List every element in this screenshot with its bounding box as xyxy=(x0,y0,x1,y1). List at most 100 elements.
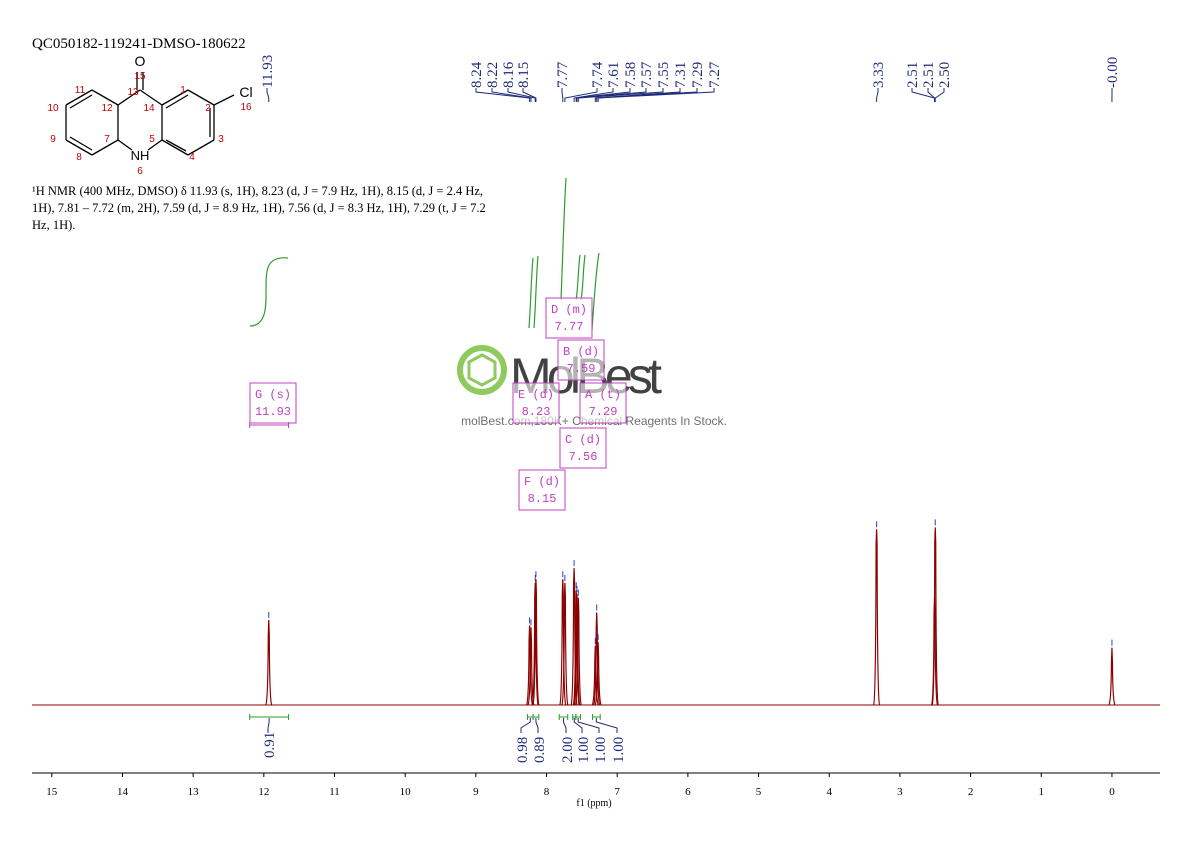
peak xyxy=(574,597,582,706)
peak-label: -0.00 xyxy=(1105,57,1121,88)
peak-label: 7.31 xyxy=(673,62,689,88)
x-tick-label: 3 xyxy=(897,786,903,798)
peak-label-leader xyxy=(594,88,681,102)
molecule xyxy=(65,72,235,156)
integral-label: 1.00 xyxy=(576,737,592,763)
peak xyxy=(265,619,273,706)
atom-number: 13 xyxy=(127,87,139,98)
atom-number: 11 xyxy=(75,85,86,96)
multiplet-shift: 11.93 xyxy=(255,405,291,419)
peak xyxy=(525,625,534,706)
peak-label: 11.93 xyxy=(260,55,276,88)
multiplet-label: C (d) xyxy=(565,433,601,447)
integral-leader xyxy=(562,718,567,733)
x-tick-label: 13 xyxy=(188,786,200,798)
integral-leader xyxy=(520,718,531,733)
atom-number: 5 xyxy=(149,134,155,145)
integral-curves xyxy=(249,177,600,331)
peak-label: 2.51 xyxy=(921,62,937,88)
peak-label-leader xyxy=(577,88,664,102)
x-tick-label: 14 xyxy=(117,786,129,798)
x-tick-label: 9 xyxy=(473,786,479,798)
x-tick-label: 6 xyxy=(685,786,691,798)
peak xyxy=(873,529,881,706)
peak-label-leader xyxy=(564,88,598,102)
peak-label-leader xyxy=(597,88,715,102)
atom-number: 7 xyxy=(104,134,110,145)
atom-number: 6 xyxy=(137,166,143,177)
multiplet-shift: 8.15 xyxy=(528,492,557,506)
peak xyxy=(594,642,602,706)
multiplet-label: G (s) xyxy=(255,388,291,402)
peak-label: 7.77 xyxy=(555,61,571,88)
x-tick-label: 11 xyxy=(329,786,340,798)
description-line: Hz, 1H). xyxy=(32,218,75,232)
atom-number: 2 xyxy=(205,103,211,114)
atom-label: Cl xyxy=(239,84,252,100)
peak xyxy=(532,579,540,706)
multiplet-box xyxy=(518,469,566,511)
x-tick-label: 12 xyxy=(258,786,269,798)
x-tick-label: 1 xyxy=(1039,786,1045,798)
atom-number: 14 xyxy=(143,103,155,114)
integral-bracket xyxy=(558,714,569,720)
integral-label: 0.91 xyxy=(262,732,278,758)
atom-number: 1 xyxy=(180,85,186,96)
multiplet-box xyxy=(249,382,297,424)
x-tick-label: 7 xyxy=(614,786,620,798)
peak-label: 3.33 xyxy=(871,62,887,88)
integral-label: 0.89 xyxy=(532,737,548,763)
peak-label: 8.16 xyxy=(501,61,517,88)
integral-label: 1.00 xyxy=(611,737,627,763)
x-tick-label: 5 xyxy=(756,786,762,798)
peak xyxy=(1108,647,1116,706)
multiplet-box xyxy=(545,297,593,339)
peak-label: 8.15 xyxy=(516,62,532,88)
chart-title: QC050182-119241-DMSO-180622 xyxy=(32,36,246,52)
peak-label-leader xyxy=(561,88,564,102)
peak-label-leader xyxy=(266,88,270,102)
integral-leader xyxy=(577,718,600,733)
integral-leader xyxy=(573,718,583,733)
integral-bracket xyxy=(532,714,540,720)
peak-label: 7.61 xyxy=(606,62,622,88)
peak xyxy=(559,579,567,706)
x-tick-label: 10 xyxy=(400,786,412,798)
multiplet-shift: 7.29 xyxy=(589,405,618,419)
integral-label: 2.00 xyxy=(560,737,576,763)
multiplet-shift: 7.77 xyxy=(555,320,584,334)
x-tick-label: 8 xyxy=(544,786,550,798)
peak xyxy=(593,612,601,706)
x-tick-label: 0 xyxy=(1109,786,1115,798)
peak-label-leader xyxy=(575,88,631,102)
peak-label-leader xyxy=(475,88,531,102)
peak-label-leader xyxy=(573,88,614,102)
x-tick-label: 4 xyxy=(826,786,832,798)
peak-label: 7.27 xyxy=(707,61,723,88)
peak xyxy=(591,645,599,706)
atom-label: NH xyxy=(131,148,150,163)
multiplet-box xyxy=(579,382,627,424)
peak-label: 2.50 xyxy=(937,62,953,88)
atom-number: 3 xyxy=(218,134,224,145)
peak-label: 8.24 xyxy=(469,61,485,88)
integral-leader xyxy=(267,718,270,733)
peak-label: 7.58 xyxy=(623,62,639,88)
peak-label: 2.51 xyxy=(905,62,921,88)
atom-number: 9 xyxy=(50,134,56,145)
peak xyxy=(573,593,581,706)
multiplet-label: B (d) xyxy=(563,345,599,359)
multiplet-box xyxy=(557,339,605,381)
peak-label-leader xyxy=(876,88,879,102)
description-line: ¹H NMR (400 MHz, DMSO) δ 11.93 (s, 1H), … xyxy=(32,184,483,198)
atom-number: 8 xyxy=(76,152,82,163)
multiplet-label: F (d) xyxy=(524,475,560,489)
multiplet-label: A (t) xyxy=(585,388,621,402)
atom-number: 12 xyxy=(101,103,113,114)
peak-label-leader xyxy=(491,88,532,102)
integral-bracket xyxy=(249,714,290,720)
peak-label: 7.55 xyxy=(656,62,672,88)
integral-bracket xyxy=(591,714,601,720)
